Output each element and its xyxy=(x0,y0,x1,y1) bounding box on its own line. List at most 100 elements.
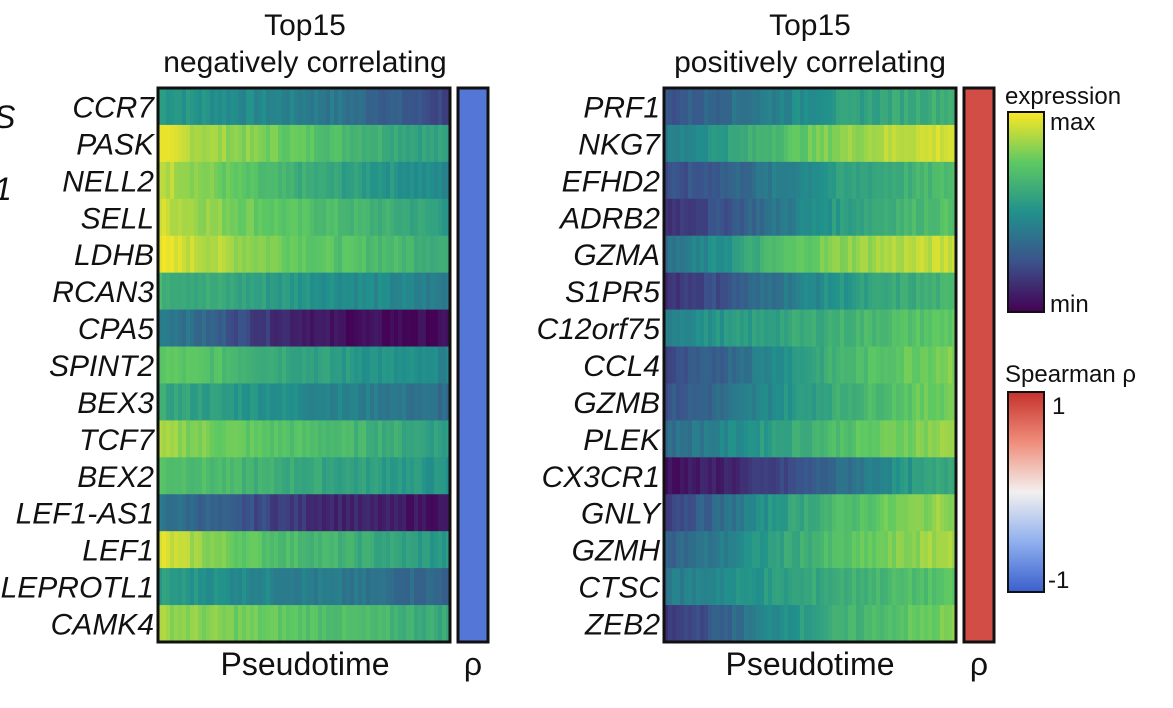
heatmap-cell xyxy=(198,346,203,385)
heatmap-cell xyxy=(704,235,709,274)
heatmap-cell xyxy=(182,494,187,532)
heatmap-cell xyxy=(378,568,383,606)
heatmap-cell xyxy=(664,88,669,126)
heatmap-cell xyxy=(290,198,295,237)
heatmap-cell xyxy=(892,309,897,348)
heatmap-cell xyxy=(708,198,713,237)
heatmap-cell xyxy=(780,88,785,126)
heatmap-cell xyxy=(912,88,917,126)
heatmap-cell xyxy=(776,124,781,163)
heatmap-cell xyxy=(210,383,215,421)
heatmap-cell xyxy=(936,309,941,348)
heatmap-cell xyxy=(234,88,239,126)
heatmap-cell xyxy=(720,346,725,385)
heatmap-cell xyxy=(358,605,363,643)
heatmap-cell xyxy=(800,198,805,237)
heatmap-cell xyxy=(916,88,921,126)
heatmap-cell xyxy=(238,309,243,348)
heatmap-cell xyxy=(728,605,733,643)
heatmap-cell xyxy=(194,161,199,200)
heatmap-cell xyxy=(868,420,873,458)
heatmap-cell xyxy=(768,309,773,348)
heatmap-cell xyxy=(728,88,733,126)
heatmap-cell xyxy=(784,531,789,569)
heatmap-cell xyxy=(158,494,163,532)
heatmap-cell xyxy=(346,346,351,385)
heatmap-cell xyxy=(816,309,821,348)
heatmap-cell xyxy=(414,383,419,421)
heatmap-cell xyxy=(326,346,331,385)
row-label: SPINT2 xyxy=(49,350,154,383)
heatmap-cell xyxy=(170,124,175,163)
heatmap-cell xyxy=(194,383,199,421)
heatmap-cell xyxy=(900,161,905,200)
heatmap-cell xyxy=(158,235,163,274)
heatmap-cell xyxy=(888,198,893,237)
heatmap-cell xyxy=(386,346,391,385)
heatmap-cell xyxy=(676,531,681,569)
heatmap-cell xyxy=(342,161,347,200)
heatmap-cell xyxy=(788,494,793,532)
heatmap-cell xyxy=(884,605,889,643)
row-label: CTSC xyxy=(578,572,660,605)
heatmap-cell xyxy=(338,457,343,495)
heatmap-cell xyxy=(266,124,271,163)
heatmap-cell xyxy=(262,568,267,606)
positive-panel: Top15 positively correlating PRF1NKG7EFH… xyxy=(537,9,996,682)
heatmap-cell xyxy=(824,568,829,606)
heatmap-cell xyxy=(940,420,945,458)
heatmap-cell xyxy=(262,457,267,495)
heatmap-cell xyxy=(916,309,921,348)
heatmap-cell xyxy=(222,420,227,458)
heatmap-cell xyxy=(940,88,945,126)
heatmap-cell xyxy=(418,383,423,421)
heatmap-cell xyxy=(872,198,877,237)
heatmap-cell xyxy=(218,161,223,200)
heatmap-cell xyxy=(238,383,243,421)
heatmap-cell xyxy=(700,198,705,237)
heatmap-cell xyxy=(174,272,179,311)
heatmap-cell xyxy=(438,88,443,126)
heatmap-cell xyxy=(664,198,669,237)
heatmap-cell xyxy=(912,309,917,348)
heatmap-cell xyxy=(756,124,761,163)
heatmap-cell xyxy=(338,309,343,348)
heatmap-cell xyxy=(170,346,175,385)
heatmap-cell xyxy=(350,235,355,274)
heatmap-cell xyxy=(190,568,195,606)
heatmap-cell xyxy=(692,198,697,237)
heatmap-cell xyxy=(406,457,411,495)
heatmap-cell xyxy=(258,494,263,532)
heatmap-cell xyxy=(720,531,725,569)
heatmap-cell xyxy=(210,161,215,200)
heatmap-cell xyxy=(876,494,881,532)
heatmap-cell xyxy=(286,235,291,274)
heatmap-cell xyxy=(740,346,745,385)
heatmap-cell xyxy=(864,88,869,126)
heatmap-cell xyxy=(896,161,901,200)
heatmap-cell xyxy=(254,198,259,237)
heatmap-cell xyxy=(860,161,865,200)
heatmap-cell xyxy=(298,235,303,274)
heatmap-cell xyxy=(210,494,215,532)
heatmap-cell xyxy=(366,346,371,385)
heatmap-cell xyxy=(892,235,897,274)
heatmap-cell xyxy=(692,605,697,643)
heatmap-cell xyxy=(166,88,171,126)
heatmap-cell xyxy=(394,346,399,385)
heatmap-cell xyxy=(442,346,447,385)
heatmap-cell xyxy=(676,346,681,385)
heatmap-cell xyxy=(218,346,223,385)
heatmap-cell xyxy=(326,605,331,643)
heatmap-cell xyxy=(310,124,315,163)
heatmap-cell xyxy=(812,272,817,311)
heatmap-cell xyxy=(226,272,231,311)
heatmap-cell xyxy=(350,494,355,532)
heatmap-cell xyxy=(242,494,247,532)
heatmap-cell xyxy=(728,161,733,200)
heatmap-cell xyxy=(386,272,391,311)
heatmap-cell xyxy=(848,494,853,532)
heatmap-cell xyxy=(884,383,889,421)
heatmap-cell xyxy=(262,124,267,163)
heatmap-cell xyxy=(916,198,921,237)
